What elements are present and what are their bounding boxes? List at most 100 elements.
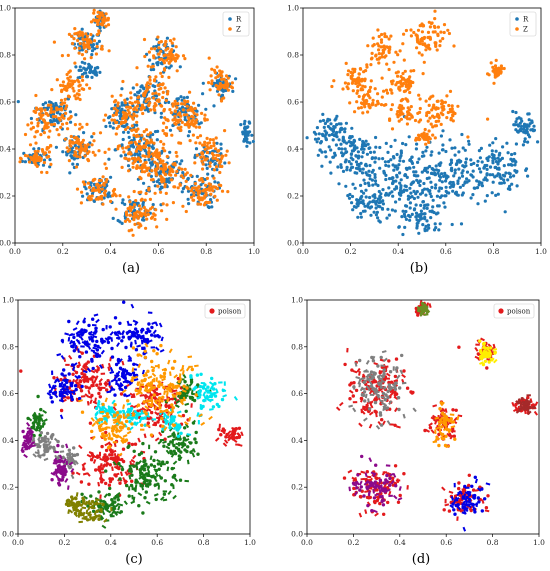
data-point <box>217 427 221 432</box>
data-point <box>115 456 119 460</box>
data-point <box>170 41 174 45</box>
data-point <box>343 81 347 85</box>
data-point <box>418 179 422 183</box>
data-point <box>92 199 96 203</box>
data-point <box>368 96 372 100</box>
data-point <box>120 221 124 225</box>
data-point <box>100 339 104 343</box>
data-point <box>359 161 363 165</box>
data-point <box>205 389 210 392</box>
data-point <box>167 75 171 79</box>
data-point <box>98 387 102 392</box>
data-point <box>33 149 37 154</box>
data-point <box>166 179 170 184</box>
data-point <box>101 202 105 206</box>
data-point <box>134 134 138 139</box>
data-point <box>199 183 203 187</box>
data-point <box>170 466 174 471</box>
data-point <box>82 87 86 91</box>
data-point <box>405 204 409 208</box>
data-point <box>438 44 442 48</box>
data-point <box>412 165 416 169</box>
data-point <box>133 160 137 164</box>
data-point <box>179 431 183 435</box>
data-point <box>127 158 131 162</box>
data-point <box>163 42 167 46</box>
data-point <box>123 393 127 397</box>
data-point <box>494 137 498 141</box>
data-point <box>93 47 97 51</box>
data-point <box>136 216 140 220</box>
data-point <box>327 133 331 137</box>
data-point <box>67 372 71 376</box>
data-point <box>421 150 425 154</box>
data-point <box>98 131 103 135</box>
data-point <box>95 45 99 49</box>
data-point <box>98 451 102 457</box>
data-point <box>123 385 128 390</box>
data-point <box>415 46 419 50</box>
data-point <box>445 94 449 98</box>
data-point <box>359 183 363 187</box>
data-point <box>110 477 115 481</box>
data-point <box>175 169 179 173</box>
data-point <box>214 165 219 169</box>
data-point <box>100 471 105 474</box>
data-point <box>344 61 348 65</box>
data-point <box>93 69 97 73</box>
data-point <box>163 86 167 90</box>
data-point <box>26 123 30 127</box>
data-point <box>124 157 128 161</box>
data-point <box>127 494 131 498</box>
data-point <box>210 151 214 155</box>
data-point <box>436 99 440 103</box>
data-point <box>402 81 406 86</box>
data-point <box>74 65 78 69</box>
data-point <box>381 188 385 192</box>
data-point <box>126 207 130 211</box>
data-point <box>425 111 429 115</box>
data-point <box>208 398 214 402</box>
data-point <box>397 197 402 201</box>
x-tick-label: 0.8 <box>200 247 212 256</box>
y-tick-label: 0.4 <box>287 145 299 154</box>
data-point <box>60 102 64 106</box>
data-point <box>128 372 133 377</box>
data-point <box>198 202 203 206</box>
data-point <box>471 193 475 197</box>
data-point <box>382 89 386 93</box>
data-point <box>357 77 361 81</box>
data-point <box>143 198 147 202</box>
data-point <box>354 160 359 164</box>
data-point <box>406 112 410 116</box>
data-point <box>124 153 128 157</box>
data-point <box>38 440 42 444</box>
data-point <box>390 190 394 194</box>
data-point <box>477 167 482 171</box>
data-point <box>139 212 143 216</box>
data-point <box>45 431 50 436</box>
data-point <box>229 85 233 89</box>
data-point <box>213 394 218 398</box>
data-point <box>104 481 108 486</box>
data-point <box>86 343 91 346</box>
data-point <box>144 331 149 335</box>
data-point <box>393 138 397 142</box>
data-point <box>373 175 377 179</box>
data-point <box>331 138 335 142</box>
data-point <box>429 194 433 199</box>
data-point <box>444 176 449 180</box>
data-point <box>110 107 114 111</box>
data-point <box>444 185 448 189</box>
data-point <box>196 202 200 206</box>
data-point <box>69 144 73 148</box>
data-point <box>69 154 73 158</box>
data-point <box>108 325 112 329</box>
data-point <box>73 384 78 388</box>
data-point <box>460 171 464 175</box>
data-point <box>410 161 415 165</box>
data-point <box>370 170 374 174</box>
data-point <box>81 180 85 184</box>
data-point <box>204 183 208 187</box>
data-point <box>428 116 432 120</box>
